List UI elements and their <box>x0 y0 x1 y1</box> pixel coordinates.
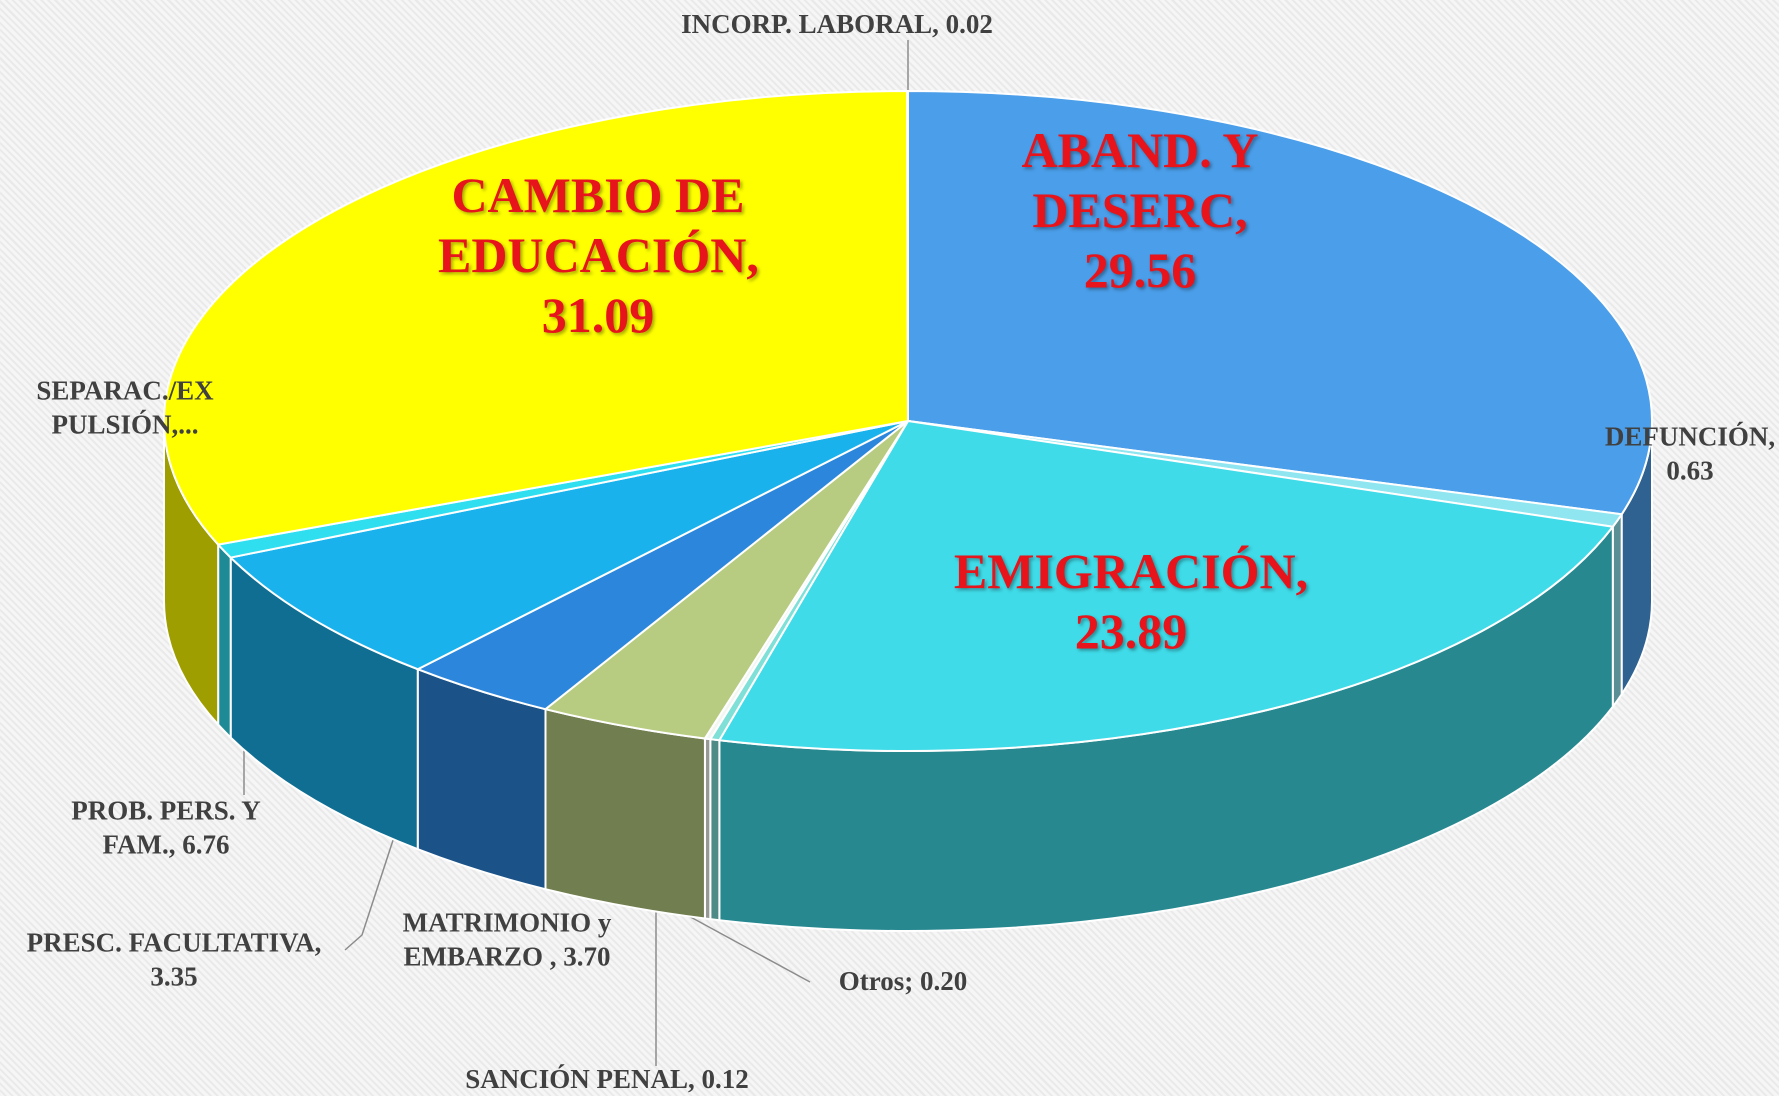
pie-sides <box>163 420 1653 932</box>
pie-side <box>217 542 232 740</box>
pie-slice <box>906 89 909 422</box>
pie-side <box>709 738 721 922</box>
pie-tops <box>163 89 1653 752</box>
data-label: EMIGRACIÓN, 23.89 <box>953 543 1309 659</box>
data-label: DEFUNCIÓN, 0.63 <box>1604 421 1776 485</box>
pie-slice <box>717 419 1615 752</box>
data-label: CAMBIO DE EDUCACIÓN, 31.09 <box>438 167 759 343</box>
data-label: PROB. PERS. Y FAM., 6.76 <box>71 795 261 859</box>
pie-side <box>544 707 706 920</box>
pie-side <box>1611 510 1623 710</box>
pie-slice <box>907 89 1653 516</box>
leader-line <box>344 827 398 951</box>
data-label: MATRIMONIO y EMBARZO , 3.70 <box>402 907 612 971</box>
data-label: INCORP. LABORAL, 0.02 <box>681 9 993 40</box>
pie-slice <box>163 89 910 546</box>
data-label: PRESC. FACULTATIVA, 3.35 <box>26 927 322 991</box>
data-label: ABAND. Y DESERC, 29.56 <box>1021 122 1259 298</box>
data-label: SANCIÓN PENAL, 0.12 <box>465 1064 749 1095</box>
pie-slice <box>228 420 909 671</box>
data-label: SEPARAC./EX PULSIÓN,... <box>36 375 214 439</box>
data-label: Otros; 0.20 <box>838 966 968 997</box>
